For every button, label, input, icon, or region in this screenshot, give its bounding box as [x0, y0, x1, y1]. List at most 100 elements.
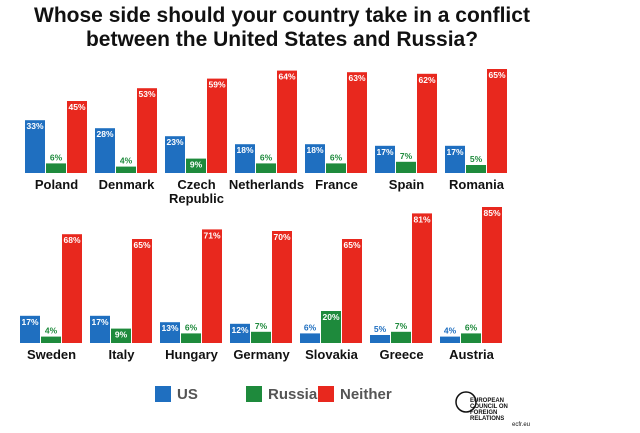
bar [466, 165, 486, 173]
value-label: 12% [231, 325, 248, 335]
bar [251, 331, 271, 343]
value-label: 6% [465, 322, 478, 332]
bar [230, 323, 250, 343]
value-label: 4% [45, 326, 58, 336]
bar [116, 166, 136, 173]
value-label: 4% [120, 156, 133, 166]
category-label: Slovakia [305, 347, 358, 362]
bar [235, 144, 255, 173]
value-label: 64% [278, 72, 295, 82]
value-label: 6% [185, 322, 198, 332]
bar [445, 145, 465, 173]
value-label: 33% [26, 121, 43, 131]
bar [25, 120, 45, 173]
category-label: Romania [449, 177, 504, 192]
bar [62, 234, 82, 343]
value-label: 70% [273, 232, 290, 242]
bar [111, 328, 131, 343]
value-label: 9% [115, 330, 128, 340]
bar [305, 144, 325, 173]
value-label: 7% [400, 151, 413, 161]
bar [272, 231, 292, 343]
bar [482, 207, 502, 343]
value-label: 6% [50, 152, 63, 162]
bar [46, 163, 66, 173]
chart-title: Whose side should your country take in a… [34, 4, 530, 51]
category-label: Hungary [165, 347, 218, 362]
value-label: 17% [446, 147, 463, 157]
value-label: 17% [21, 317, 38, 327]
bar [181, 333, 201, 343]
value-label: 23% [166, 137, 183, 147]
value-label: 20% [322, 312, 339, 322]
bar [277, 70, 297, 173]
category-label: Austria [449, 347, 494, 362]
bar [347, 72, 367, 173]
value-label: 71% [203, 230, 220, 240]
value-label: 59% [208, 80, 225, 90]
value-label: 65% [133, 240, 150, 250]
value-label: 5% [374, 324, 387, 334]
legend-label: US [177, 386, 198, 403]
bar [186, 158, 206, 173]
bar [90, 315, 110, 343]
value-label: 65% [343, 240, 360, 250]
value-label: 85% [483, 208, 500, 218]
value-label: 6% [304, 322, 317, 332]
category-label: Poland [34, 177, 79, 192]
bar [396, 161, 416, 173]
bar [300, 333, 320, 343]
bar [487, 69, 507, 173]
value-label: 63% [348, 73, 365, 83]
value-label: 5% [470, 154, 483, 164]
value-label: 6% [260, 152, 273, 162]
value-label: 68% [63, 235, 80, 245]
category-label: Spain [388, 177, 425, 192]
category-label: Netherlands [228, 177, 305, 192]
bar [132, 239, 152, 343]
bar [326, 163, 346, 173]
bar [321, 311, 341, 343]
bar [41, 336, 61, 343]
bar [160, 322, 180, 343]
value-label: 9% [190, 160, 203, 170]
bar [137, 88, 157, 173]
bar [375, 145, 395, 173]
value-label: 4% [444, 326, 457, 336]
value-label: 7% [255, 321, 268, 331]
bar [417, 73, 437, 173]
value-label: 81% [413, 214, 430, 224]
value-label: 45% [68, 102, 85, 112]
bar [256, 163, 276, 173]
category-label: Denmark [98, 177, 155, 192]
value-label: 17% [376, 147, 393, 157]
bar [165, 136, 185, 173]
legend-label: Russia [268, 386, 318, 403]
value-label: 28% [96, 129, 113, 139]
value-label: 7% [395, 321, 408, 331]
value-label: 62% [418, 75, 435, 85]
value-label: 53% [138, 89, 155, 99]
source-name: EUROPEAN COUNCIL ON FOREIGN RELATIONS [470, 398, 508, 422]
bar [207, 78, 227, 173]
bar [461, 333, 481, 343]
bar [370, 335, 390, 343]
category-label: Greece [379, 347, 424, 362]
legend-swatch [155, 386, 171, 402]
category-label: Sweden [26, 347, 77, 362]
value-label: 65% [488, 70, 505, 80]
category-label: France [315, 177, 358, 192]
legend-swatch [246, 386, 262, 402]
value-label: 18% [236, 145, 253, 155]
bar [412, 213, 432, 343]
bar [67, 101, 87, 173]
bar [342, 239, 362, 343]
category-label: Czech Republic [169, 177, 224, 206]
logo-icon [455, 391, 477, 413]
bar [95, 128, 115, 173]
logo: EUROPEAN COUNCIL ON FOREIGN RELATIONS ecf… [470, 398, 530, 428]
value-label: 13% [161, 323, 178, 333]
bar [202, 229, 222, 343]
category-label: Italy [108, 347, 135, 362]
